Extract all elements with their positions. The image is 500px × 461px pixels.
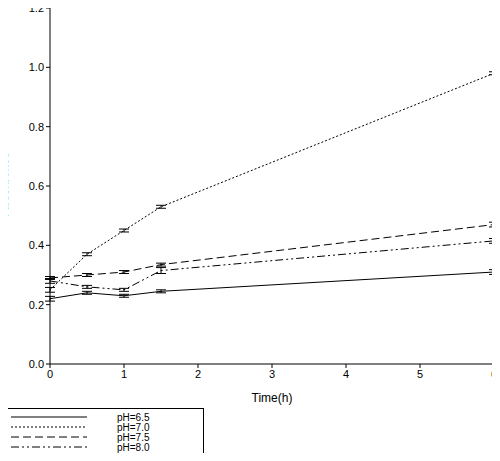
svg-text:5: 5 [417, 368, 423, 380]
svg-text:0.4: 0.4 [29, 239, 44, 251]
svg-text:4: 4 [343, 368, 349, 380]
svg-text:1.2: 1.2 [29, 8, 44, 14]
svg-text:0: 0 [47, 368, 53, 380]
svg-text:2: 2 [195, 368, 201, 380]
svg-text:6: 6 [491, 368, 492, 380]
html-text:pH=7.5: pH=7.5 [117, 431, 150, 443]
html-text:pH=6.5: pH=6.5 [117, 411, 150, 423]
svg-text:1: 1 [121, 368, 127, 380]
svg-text:0.2: 0.2 [29, 299, 44, 311]
svg-text:Absorbence: Absorbence [8, 152, 11, 216]
svg-text:Time(h): Time(h) [252, 391, 293, 405]
svg-text:0.6: 0.6 [29, 180, 44, 192]
html-text:pH=7.0: pH=7.0 [117, 421, 150, 433]
html-text:pH=8.0: pH=8.0 [117, 441, 150, 453]
svg-text:0.8: 0.8 [29, 121, 44, 133]
svg-text:3: 3 [269, 368, 275, 380]
svg-text:1.0: 1.0 [29, 61, 44, 73]
svg-text:0.0: 0.0 [29, 358, 44, 370]
